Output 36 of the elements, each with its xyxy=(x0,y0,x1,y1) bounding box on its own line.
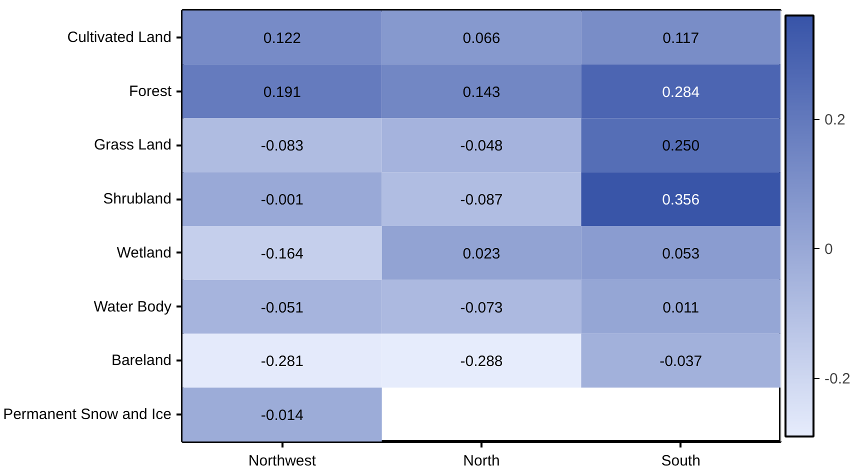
y-tick-label: Bareland xyxy=(111,352,172,370)
data-label: 0.066 xyxy=(462,30,500,47)
color-bar-label: 0.2 xyxy=(824,112,846,129)
y-tick-label: Forest xyxy=(128,82,172,100)
data-label: 0.284 xyxy=(662,84,700,101)
data-label: -0.083 xyxy=(260,138,304,155)
y-tick-label: Grass Land xyxy=(94,136,172,154)
data-label: 0.250 xyxy=(662,138,700,155)
data-label: 0.191 xyxy=(263,84,301,101)
y-tick-label: Shrubland xyxy=(103,190,172,208)
data-label: 0.122 xyxy=(263,30,301,47)
data-label: -0.164 xyxy=(260,245,304,262)
data-label: 0.023 xyxy=(462,245,500,262)
y-tick-label: Water Body xyxy=(94,298,172,316)
data-label: -0.014 xyxy=(260,407,304,424)
data-label: -0.288 xyxy=(460,353,503,370)
data-label: -0.048 xyxy=(460,138,503,155)
color-bar-label: 0 xyxy=(824,241,833,258)
data-label: -0.281 xyxy=(260,353,304,370)
data-label: 0.011 xyxy=(662,299,700,316)
data-label: -0.087 xyxy=(460,192,503,209)
data-label: -0.073 xyxy=(460,299,503,316)
data-label: -0.051 xyxy=(260,299,304,316)
data-label: 0.053 xyxy=(662,245,700,262)
data-label: -0.001 xyxy=(260,192,304,209)
x-tick-label: Northwest xyxy=(248,452,317,470)
x-tick-label: South xyxy=(661,452,700,470)
x-tick-label: North xyxy=(463,452,500,470)
color-bar-label: -0.2 xyxy=(824,370,850,388)
data-label: 0.117 xyxy=(662,30,700,47)
y-tick-label: Cultivated Land xyxy=(67,28,172,46)
y-tick-label: Wetland xyxy=(116,244,172,262)
data-label: -0.037 xyxy=(660,353,702,370)
data-label: 0.356 xyxy=(662,192,700,209)
data-label: 0.143 xyxy=(462,84,500,101)
y-tick-label: Permanent Snow and Ice xyxy=(3,406,172,424)
